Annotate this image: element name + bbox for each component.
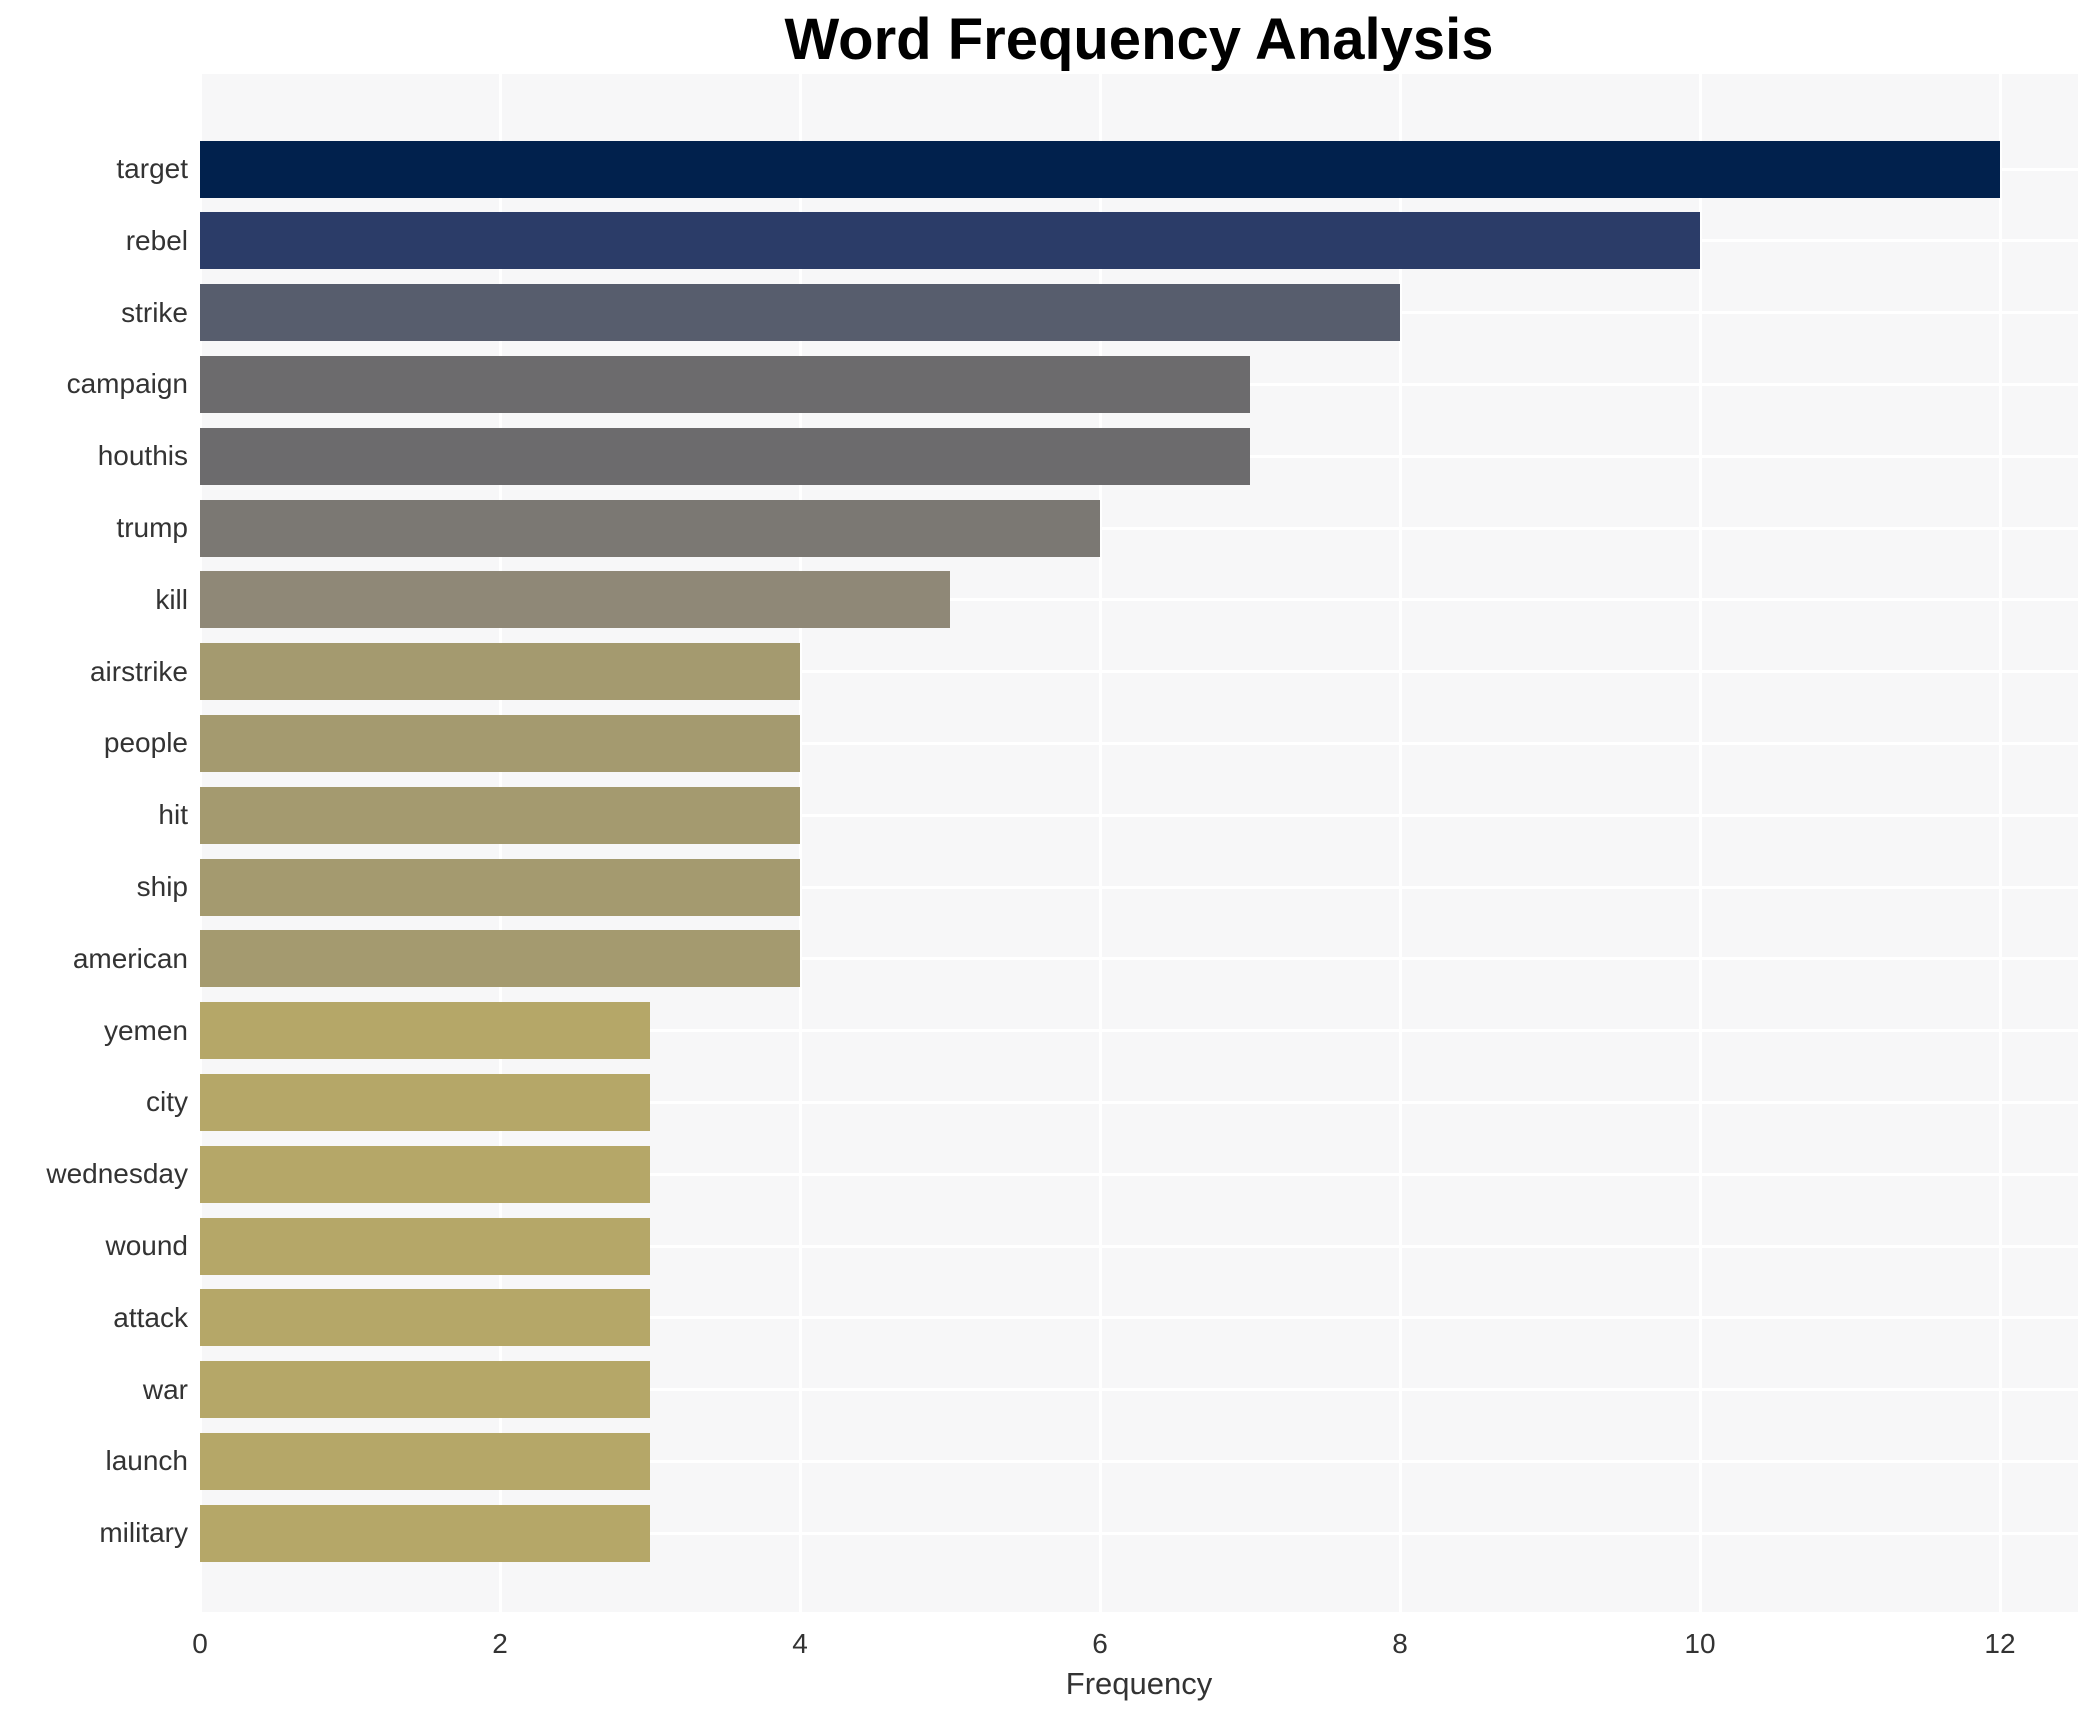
y-tick-label: target: [116, 153, 188, 184]
x-tick-label: 10: [1684, 1628, 1716, 1659]
bar-kill: [200, 571, 950, 629]
y-tick-label: campaign: [66, 368, 188, 400]
y-tick-label: kill: [155, 583, 188, 615]
y-tick-label: rebel: [125, 224, 188, 256]
y-tick-label: military: [99, 1517, 188, 1549]
y-tick-label: city: [146, 1086, 188, 1118]
bar-american: [200, 930, 800, 988]
x-gridline: [1698, 74, 1702, 1612]
y-tick-label: war: [142, 1373, 188, 1405]
bar-campaign: [200, 355, 1250, 413]
x-axis-label: Frequency: [1065, 1666, 1213, 1701]
bar-city: [200, 1073, 650, 1131]
y-tick-label: airstrike: [89, 655, 188, 687]
bar-yemen: [200, 1002, 650, 1060]
y-tick-label: wound: [105, 1230, 188, 1261]
x-tick-label: 2: [492, 1628, 508, 1659]
bar-ship: [200, 858, 800, 916]
y-tick-label: american: [72, 942, 188, 974]
y-tick-label: launch: [105, 1445, 188, 1477]
bar-airstrike: [200, 643, 800, 701]
y-tick-label: strike: [121, 296, 188, 328]
y-gridline: [200, 885, 2078, 889]
x-gridline: [1398, 74, 1402, 1612]
y-tick-label: wednesday: [46, 1158, 188, 1190]
y-gridline: [200, 741, 2078, 745]
x-tick-label: 6: [1092, 1628, 1108, 1659]
y-gridline: [200, 670, 2078, 674]
y-tick-label: yemen: [103, 1014, 188, 1046]
x-tick-label: 0: [192, 1628, 208, 1659]
y-tick-label: trump: [116, 512, 188, 543]
y-gridline: [200, 957, 2078, 961]
y-tick-label: attack: [113, 1301, 188, 1333]
y-tick-label: ship: [136, 871, 188, 902]
bar-military: [200, 1504, 650, 1562]
bar-hit: [200, 786, 800, 844]
bar-trump: [200, 499, 1100, 557]
bar-war: [200, 1361, 650, 1419]
y-gridline: [200, 813, 2078, 817]
y-gridline: [200, 1459, 2078, 1463]
x-tick-label: 4: [792, 1628, 808, 1659]
y-gridline: [200, 1531, 2078, 1535]
bar-attack: [200, 1289, 650, 1347]
y-tick-label: houthis: [97, 440, 188, 472]
bar-strike: [200, 284, 1400, 342]
bar-houthis: [200, 427, 1250, 485]
bar-wound: [200, 1217, 650, 1275]
y-gridline: [200, 1172, 2078, 1176]
y-gridline: [200, 526, 2078, 530]
x-tick-label: 12: [1984, 1628, 2016, 1659]
bar-people: [200, 714, 800, 772]
bar-rebel: [200, 212, 1700, 270]
chart-title: Word Frequency Analysis: [784, 7, 1494, 72]
x-gridline: [1998, 74, 2002, 1612]
bar-target: [200, 140, 2000, 198]
y-tick-label: people: [103, 727, 188, 759]
y-gridline: [200, 598, 2078, 602]
y-gridline: [200, 1316, 2078, 1320]
x-tick-label: 8: [1392, 1628, 1408, 1659]
y-gridline: [200, 1244, 2078, 1248]
y-tick-label: hit: [158, 799, 188, 831]
bar-wednesday: [200, 1145, 650, 1203]
y-gridline: [200, 1100, 2078, 1104]
x-gridline: [798, 74, 802, 1612]
y-gridline: [200, 1029, 2078, 1033]
x-gridline: [1098, 74, 1102, 1612]
plot-area: [198, 74, 2078, 1612]
bar-launch: [200, 1432, 650, 1490]
y-gridline: [200, 1388, 2078, 1392]
